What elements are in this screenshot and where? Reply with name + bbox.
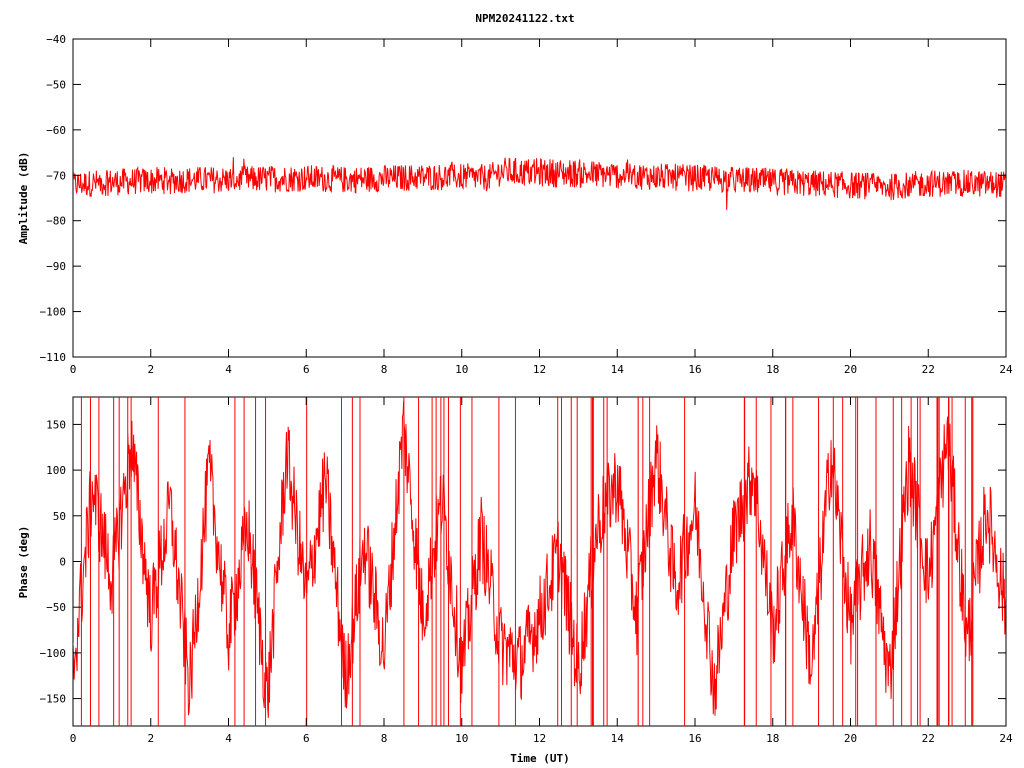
y-tick-label: −100 bbox=[40, 306, 67, 319]
x-tick-label: 10 bbox=[455, 363, 468, 376]
phase-y-ticks: 150 100 50 0 −50 −100 −150 bbox=[40, 418, 1006, 706]
x-tick-label: 16 bbox=[688, 363, 701, 376]
x-tick-label: 22 bbox=[922, 363, 935, 376]
phase-x-axis-label: Time (UT) bbox=[510, 752, 570, 765]
x-tick-label: 6 bbox=[303, 363, 310, 376]
x-tick-label: 6 bbox=[303, 732, 310, 745]
x-tick-label: 24 bbox=[999, 363, 1013, 376]
y-tick-label: −50 bbox=[46, 601, 66, 614]
y-tick-label: −110 bbox=[40, 351, 67, 364]
amplitude-y-axis-label: Amplitude (dB) bbox=[17, 152, 30, 245]
x-tick-label: 10 bbox=[455, 732, 468, 745]
x-tick-label: 20 bbox=[844, 363, 857, 376]
y-tick-label: 100 bbox=[46, 464, 66, 477]
x-tick-label: 14 bbox=[611, 363, 625, 376]
x-tick-label: 20 bbox=[844, 732, 857, 745]
x-tick-label: 18 bbox=[766, 363, 779, 376]
amplitude-line bbox=[73, 157, 1006, 210]
y-tick-label: −50 bbox=[46, 78, 66, 91]
y-tick-label: −80 bbox=[46, 215, 66, 228]
x-tick-label: 0 bbox=[70, 732, 77, 745]
phase-series bbox=[73, 397, 1006, 726]
chart-title: NPM20241122.txt bbox=[475, 12, 574, 25]
y-tick-label: −150 bbox=[40, 693, 67, 706]
x-tick-label: 16 bbox=[688, 732, 701, 745]
y-tick-label: −100 bbox=[40, 647, 67, 660]
y-tick-label: −70 bbox=[46, 169, 66, 182]
x-tick-label: 8 bbox=[381, 363, 388, 376]
y-tick-label: 150 bbox=[46, 418, 66, 431]
phase-line bbox=[73, 397, 1006, 726]
x-tick-label: 4 bbox=[225, 363, 232, 376]
amplitude-y-ticks: −40 −50 −60 −70 −80 −90 −100 −110 bbox=[40, 33, 1006, 364]
amplitude-plot-frame bbox=[72, 38, 1007, 358]
x-tick-label: 2 bbox=[147, 732, 154, 745]
x-tick-label: 22 bbox=[922, 732, 935, 745]
y-tick-label: −60 bbox=[46, 124, 66, 137]
x-tick-label: 18 bbox=[766, 732, 779, 745]
amplitude-panel: −40−50−60−70−80−90−100−110 0 2 4 6 8 10 12 14 16… bbox=[17, 33, 1013, 376]
phase-y-axis-label: Phase (deg) bbox=[17, 526, 30, 599]
x-tick-label: 2 bbox=[147, 363, 154, 376]
y-tick-label: −40 bbox=[46, 33, 66, 46]
x-tick-label: 8 bbox=[381, 732, 388, 745]
x-tick-label: 0 bbox=[70, 363, 77, 376]
x-tick-label: 12 bbox=[533, 363, 546, 376]
amplitude-series bbox=[73, 157, 1006, 210]
x-tick-label: 24 bbox=[999, 732, 1013, 745]
y-tick-label: −90 bbox=[46, 260, 66, 273]
amplitude-x-ticks: 0 2 4 6 8 10 12 14 16 18 20 22 24 bbox=[70, 39, 1013, 376]
y-tick-label: 0 bbox=[59, 556, 66, 569]
x-tick-label: 4 bbox=[225, 732, 232, 745]
x-tick-label: 14 bbox=[611, 732, 625, 745]
y-tick-label: 50 bbox=[53, 510, 66, 523]
phase-x-ticks: 0 2 4 6 8 10 12 14 16 18 20 22 24 bbox=[70, 397, 1013, 745]
x-tick-label: 12 bbox=[533, 732, 546, 745]
